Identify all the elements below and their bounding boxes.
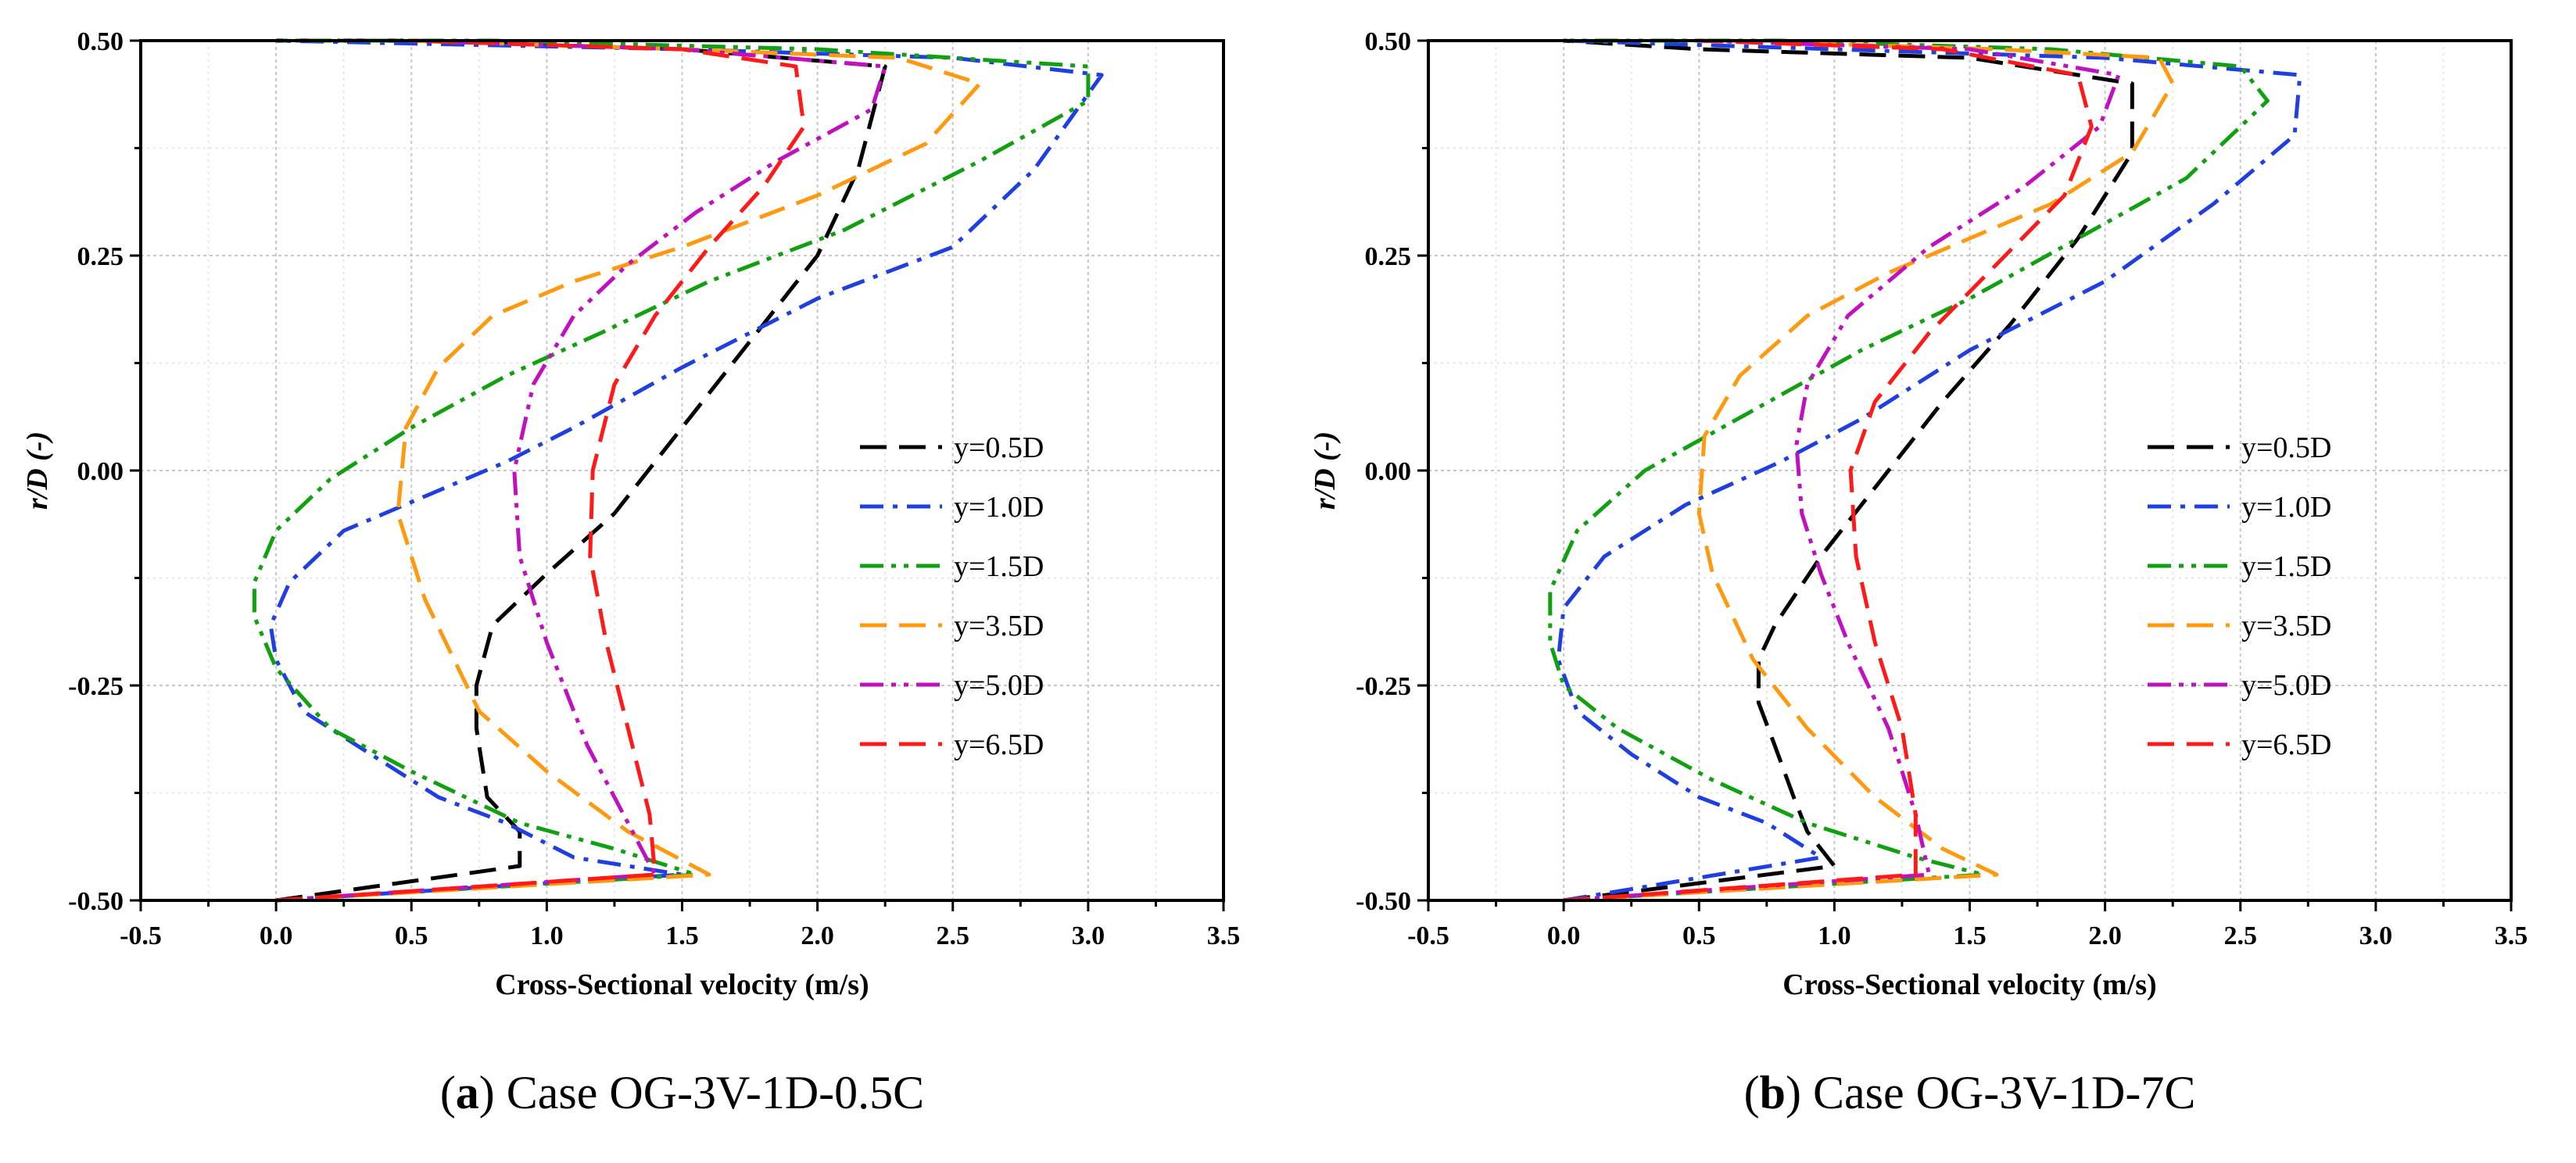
panel-b-x-tick-label: 1.0 [1818, 921, 1851, 950]
panel-b-legend-label-y3p5D: y=3.5D [2241, 610, 2331, 642]
panel-b-x-tick-label: 2.0 [2088, 921, 2122, 950]
panel-a-x-tick-label: 1.5 [665, 921, 699, 950]
panel-a-series-y1p5D-line [252, 38, 1091, 903]
panel-a-x-tick-label: 0.5 [395, 921, 428, 950]
panel-b-caption-text: Case OG-3V-1D-7C [1813, 1067, 2195, 1118]
panel-b-y-tick-label: -0.25 [1356, 672, 1411, 701]
panel-b-x-tick-label: 0.5 [1682, 921, 1716, 950]
panel-a-series-y1p0D-line [268, 38, 1104, 903]
panel-a-legend-label-y1p5D: y=1.5D [954, 550, 1044, 583]
panel-b-x-tick-label: -0.5 [1407, 921, 1449, 950]
panel-b-y-tick-label: 0.25 [1365, 242, 1412, 271]
panel-b-series-y1p5D-line [1548, 38, 2270, 903]
panel-a-y-tick-label: -0.50 [68, 887, 124, 916]
panel-a-caption: (a) Case OG-3V-1D-0.5C [440, 1067, 924, 1118]
panel-a-x-axis-title: Cross-Sectional velocity (m/s) [495, 968, 869, 1001]
panel-a-x-tick-label: -0.5 [120, 921, 162, 950]
panel-a-legend-label-y5p0D: y=5.0D [954, 669, 1044, 702]
panel-b-legend-label-y6p5D: y=6.5D [2241, 728, 2331, 761]
panel-b-y-axis-title: r/D (-) [1309, 431, 1342, 510]
panel-a-y-tick-label: 0.00 [77, 457, 124, 486]
panel-a-legend-label-y3p5D: y=3.5D [954, 610, 1044, 642]
panel-a-chart: -0.5 0.0 0.5 1.0 1.5 2.0 2.5 3.0 3.5 -0.50 -0.25 0.… [21, 27, 1241, 1118]
panel-a-y-tick-label: -0.25 [68, 672, 124, 701]
panel-b-series-y3p5D-line [1563, 38, 2175, 903]
panel-b-legend-label-y0p5D: y=0.5D [2241, 431, 2331, 464]
panel-b-legend-label-y5p0D: y=5.0D [2241, 669, 2331, 702]
panel-a-x-tick-label: 3.0 [1072, 921, 1105, 950]
panel-a-legend-label-y1p0D: y=1.0D [954, 491, 1044, 524]
panel-b-x-axis-title: Cross-Sectional velocity (m/s) [1782, 968, 2156, 1001]
panel-b-x-tick-label: 3.0 [2359, 921, 2393, 950]
panel-a-series-y0p5D-line [275, 38, 887, 903]
panel-a-caption-letter: a [456, 1067, 479, 1118]
panel-a-y-axis-title: r/D (-) [21, 431, 54, 510]
panel-a-series-y3p5D-line [275, 38, 982, 903]
panel-a-legend-label-y0p5D: y=0.5D [954, 431, 1044, 464]
panel-b-caption-letter: b [1760, 1067, 1786, 1118]
panel-a-x-tick-label: 2.0 [801, 921, 834, 950]
panel-a-x-tick-label: 3.5 [1207, 921, 1241, 950]
panel-b-series-y1p0D-line [1556, 38, 2302, 903]
panel-b-x-tick-label: 1.5 [1953, 921, 1987, 950]
panel-a-x-tick-label: 1.0 [530, 921, 564, 950]
panel-a-caption-text: Case OG-3V-1D-0.5C [507, 1067, 924, 1118]
panel-b-x-tick-label: 2.5 [2224, 921, 2258, 950]
panel-b-x-tick-label: 0.0 [1547, 921, 1581, 950]
panel-a-y-tick-label: 0.50 [77, 27, 124, 56]
panel-b-y-tick-label: 0.50 [1365, 27, 1412, 56]
panel-a-x-tick-label: 0.0 [260, 921, 293, 950]
panel-b-series-y6p5D-line [1563, 38, 2094, 903]
panel-b-caption: (b) Case OG-3V-1D-7C [1744, 1067, 2196, 1118]
panel-b-y-tick-label: -0.50 [1356, 887, 1411, 916]
panel-a-series-y6p5D-line [275, 38, 806, 903]
panel-b-series-y5p0D-line [1563, 38, 2121, 903]
panel-a-legend-label-y6p5D: y=6.5D [954, 728, 1044, 761]
panel-b-legend-label-y1p0D: y=1.0D [2241, 491, 2331, 524]
panel-a-y-tick-label: 0.25 [77, 242, 124, 271]
panel-b-series-y0p5D-line [1563, 38, 2134, 903]
panel-b-y-tick-label: 0.00 [1365, 457, 1412, 486]
panel-a-x-tick-label: 2.5 [937, 921, 970, 950]
panel-b-x-tick-label: 3.5 [2495, 921, 2528, 950]
panel-a-series-y5p0D-line [275, 38, 887, 903]
panel-b-chart: -0.5 0.0 0.5 1.0 1.5 2.0 2.5 3.0 3.5 -0.50 -0.25 0.… [1309, 27, 2528, 1118]
panel-b-legend-label-y1p5D: y=1.5D [2241, 550, 2331, 583]
